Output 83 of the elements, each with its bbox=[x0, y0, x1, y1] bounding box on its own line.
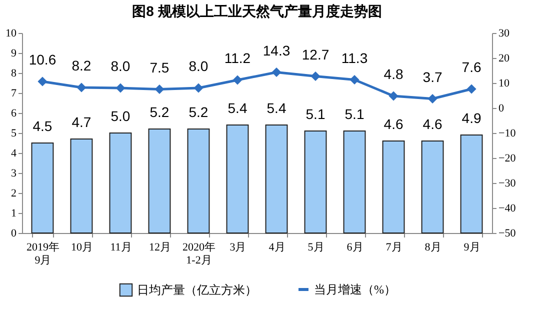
point bbox=[155, 84, 164, 94]
y2-tick-label: 20 bbox=[498, 52, 510, 64]
bar bbox=[304, 130, 327, 234]
x-tick-label: 8月 bbox=[424, 242, 442, 254]
x-tick-label: 2020年 1-2月 bbox=[182, 242, 216, 266]
data-label: 4.6 bbox=[384, 116, 404, 132]
y-tick-label: 6 bbox=[11, 108, 17, 120]
y-tick-label: 0 bbox=[11, 228, 17, 240]
y-tick-label: 8 bbox=[11, 68, 17, 80]
data-label: 11.2 bbox=[224, 50, 251, 66]
data-label: 5.4 bbox=[266, 100, 286, 116]
y-tick-label: 3 bbox=[11, 168, 17, 180]
point bbox=[38, 77, 47, 86]
point bbox=[233, 76, 242, 84]
bar bbox=[421, 140, 444, 234]
point bbox=[428, 94, 437, 104]
y-tick-label: 9 bbox=[11, 48, 17, 60]
data-label: 4.7 bbox=[72, 114, 92, 130]
y2-tick-label: −20 bbox=[498, 152, 516, 164]
y-tick-label: 10 bbox=[6, 28, 17, 40]
x-tick-label: 11月 bbox=[110, 242, 132, 254]
chart-title: 图8 规模以上工业天然气产量月度走势图 bbox=[132, 3, 382, 19]
data-label: 14.3 bbox=[262, 42, 290, 58]
x-tick-label: 9月 bbox=[464, 242, 480, 254]
y2-tick-label: 0 bbox=[498, 102, 504, 114]
data-label: 5.0 bbox=[110, 108, 130, 124]
x-tick-label: 10月 bbox=[70, 242, 93, 254]
point bbox=[116, 84, 125, 92]
x-tick-label: 6月 bbox=[346, 242, 364, 254]
y2-tick-label: −50 bbox=[498, 228, 516, 240]
y2-tick-label: −40 bbox=[498, 202, 516, 214]
x-tick-label: 5月 bbox=[308, 242, 324, 254]
y-tick-label: 7 bbox=[11, 88, 17, 100]
data-label: 3.7 bbox=[422, 68, 442, 85]
data-label: 7.6 bbox=[462, 59, 482, 75]
data-label: 12.7 bbox=[302, 46, 330, 62]
y-tick-label: 2 bbox=[11, 188, 16, 200]
bar bbox=[70, 138, 93, 234]
data-label: 11.3 bbox=[341, 50, 368, 66]
x-tick-label: 12月 bbox=[148, 242, 171, 254]
y-tick-label: 4 bbox=[11, 148, 17, 160]
x-tick-label: 2019年 9月 bbox=[26, 242, 60, 266]
point bbox=[194, 84, 203, 92]
data-label: 5.1 bbox=[344, 106, 364, 122]
point bbox=[467, 84, 476, 94]
bar bbox=[265, 124, 288, 234]
data-label: 5.1 bbox=[306, 106, 326, 122]
data-label: 10.6 bbox=[28, 52, 56, 68]
data-label: 5.2 bbox=[188, 104, 208, 120]
bar bbox=[343, 130, 366, 234]
y2-tick-label: −10 bbox=[498, 128, 516, 140]
data-label: 4.5 bbox=[32, 118, 52, 134]
point bbox=[350, 75, 359, 84]
data-label: 8.2 bbox=[72, 58, 92, 74]
data-label: 4.9 bbox=[462, 110, 482, 126]
x-tick-label: 4月 bbox=[268, 242, 286, 254]
data-label: 4.6 bbox=[422, 116, 442, 132]
x-tick-label: 7月 bbox=[386, 242, 402, 254]
bar bbox=[31, 142, 54, 234]
bar bbox=[148, 128, 171, 234]
bar bbox=[460, 134, 483, 234]
y2-tick-label: 30 bbox=[498, 28, 510, 40]
legend-label: 当月增速（%） bbox=[314, 282, 396, 296]
y-tick-label: 5 bbox=[11, 128, 17, 140]
x-tick-label: 3月 bbox=[230, 242, 246, 254]
y2-tick-label: 10 bbox=[498, 78, 510, 90]
point bbox=[272, 68, 281, 77]
data-label: 8.0 bbox=[110, 58, 130, 74]
bar bbox=[187, 128, 210, 234]
y2-tick-label: −30 bbox=[498, 178, 516, 190]
bar bbox=[109, 132, 132, 234]
data-label: 7.5 bbox=[150, 59, 170, 76]
point bbox=[311, 72, 320, 81]
data-label: 5.4 bbox=[228, 100, 248, 116]
point bbox=[389, 92, 398, 100]
data-label: 8.0 bbox=[188, 58, 208, 74]
bar bbox=[382, 140, 405, 234]
point bbox=[77, 83, 86, 92]
bar bbox=[226, 124, 249, 234]
legend-label: 日均产量（亿立方米） bbox=[137, 283, 257, 297]
data-label: 5.2 bbox=[150, 104, 170, 120]
data-label: 4.8 bbox=[384, 66, 404, 82]
y-tick-label: 1 bbox=[11, 208, 16, 220]
